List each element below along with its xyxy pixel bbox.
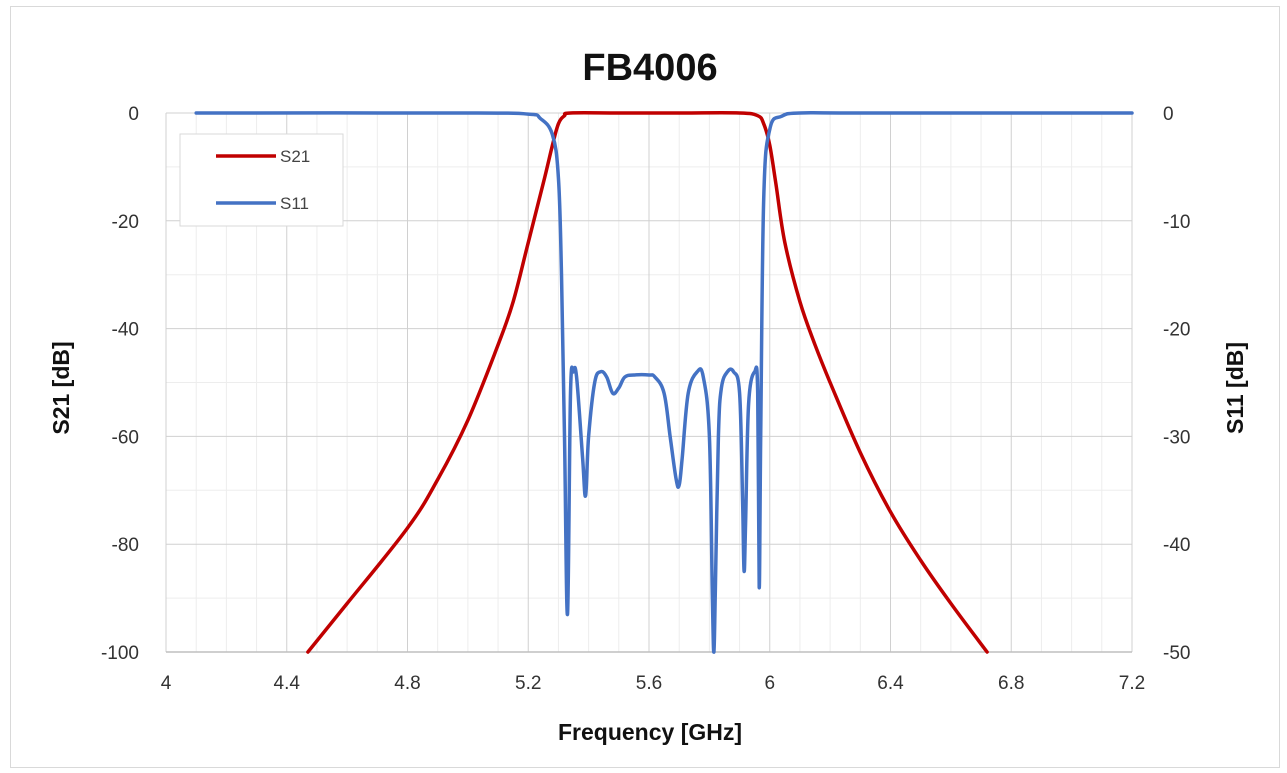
x-tick-label: 4 <box>161 673 172 694</box>
x-tick-label: 6.4 <box>877 673 904 694</box>
legend-label-s21: S21 <box>280 147 310 166</box>
x-tick-label: 6 <box>764 673 775 694</box>
y-left-tick-label: -80 <box>112 535 139 556</box>
y-right-axis-title: S11 [dB] <box>1222 342 1248 434</box>
y-left-tick-label: 0 <box>128 104 139 125</box>
x-tick-label: 6.8 <box>998 673 1024 694</box>
chart-title: FB4006 <box>582 47 717 89</box>
series-line-s11 <box>194 110 1134 654</box>
legend-box <box>179 133 344 227</box>
x-tick-label: 4.8 <box>394 673 420 694</box>
y-left-tick-label: -40 <box>112 320 139 341</box>
chart-svg: FB4006 4 4.4 4.8 5.2 5.6 6 6.4 6.8 7.2 0 -20 -40 -6… <box>48 47 1248 745</box>
series-line-s21 <box>306 111 989 654</box>
y-right-tick-labels: 0 -10 -20 -30 -40 -50 <box>1163 104 1190 664</box>
y-right-tick-label: -50 <box>1163 643 1190 664</box>
y-right-tick-label: -10 <box>1163 212 1190 233</box>
y-left-tick-label: -60 <box>112 427 139 448</box>
y-right-tick-label: -20 <box>1163 320 1190 341</box>
x-tick-label: 5.2 <box>515 673 541 694</box>
x-tick-label: 7.2 <box>1119 673 1145 694</box>
y-left-tick-label: -20 <box>112 212 139 233</box>
y-right-tick-label: 0 <box>1163 104 1174 125</box>
series-group <box>194 110 1134 654</box>
x-tick-label: 5.6 <box>636 673 662 694</box>
legend: S21 S11 <box>179 133 344 227</box>
y-left-tick-label: -100 <box>101 643 139 664</box>
x-tick-label: 4.4 <box>274 673 301 694</box>
x-axis-title: Frequency [GHz] <box>558 719 742 745</box>
y-left-tick-labels: 0 -20 -40 -60 -80 -100 <box>101 104 139 664</box>
y-left-axis-title: S21 [dB] <box>48 341 74 434</box>
y-right-tick-label: -30 <box>1163 427 1190 448</box>
y-right-tick-label: -40 <box>1163 535 1190 556</box>
x-tick-labels: 4 4.4 4.8 5.2 5.6 6 6.4 6.8 7.2 <box>161 673 1146 694</box>
legend-label-s11: S11 <box>280 194 309 213</box>
chart-frame: FB4006 4 4.4 4.8 5.2 5.6 6 6.4 6.8 7.2 0 -20 -40 -6… <box>10 6 1280 768</box>
